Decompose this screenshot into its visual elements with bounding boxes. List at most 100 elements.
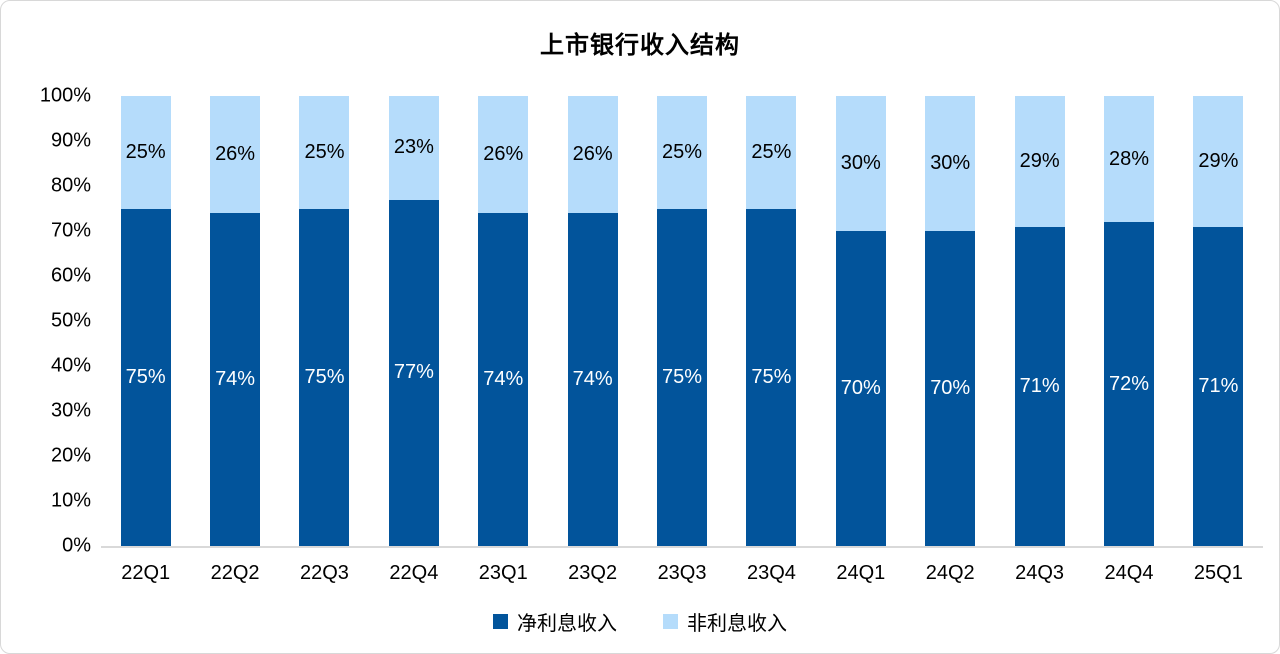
- bar-value-label: 70%: [930, 377, 971, 399]
- stacked-bar: 71% 29%: [1193, 96, 1244, 546]
- stacked-bar: 71% 29%: [1014, 96, 1065, 546]
- y-axis-tick-label: 0%: [62, 534, 91, 557]
- bar-value-label: 26%: [572, 143, 613, 165]
- bar-value-label: 25%: [662, 140, 703, 163]
- x-axis-category-label: 22Q2: [210, 562, 260, 584]
- bar-group: 70% 30%: [816, 96, 905, 546]
- bar-segment: 74%: [210, 213, 261, 546]
- stacked-bar: 77% 23%: [388, 96, 439, 546]
- x-axis-category-label: 24Q3: [1015, 562, 1065, 584]
- stacked-bar: 75% 25%: [657, 96, 708, 546]
- bar-value-label: 28%: [1108, 147, 1149, 170]
- bar-segment: 71%: [1014, 226, 1065, 546]
- bar-group: 74% 26%: [548, 96, 637, 546]
- bar-value-label: 74%: [483, 368, 524, 390]
- bar-group: 75% 25%: [101, 96, 190, 546]
- bar-segment: 30%: [835, 96, 886, 231]
- bar-segment: 74%: [567, 213, 618, 546]
- bar-segment: 75%: [120, 208, 171, 546]
- stacked-bar: 70% 30%: [925, 96, 976, 546]
- bar-segment: 26%: [210, 96, 261, 213]
- bar-segment: 23%: [388, 96, 439, 200]
- bar-value-label: 75%: [662, 365, 703, 388]
- bar-group: 71% 29%: [995, 96, 1084, 546]
- bar-segment: 30%: [925, 96, 976, 231]
- bar-segment: 72%: [1103, 222, 1154, 546]
- bar-value-label: 26%: [215, 143, 256, 165]
- stacked-bar: 74% 26%: [567, 96, 618, 546]
- y-axis-tick-label: 50%: [50, 309, 91, 332]
- legend-item: 净利息收入: [493, 607, 617, 636]
- bar-segment: 28%: [1103, 96, 1154, 222]
- stacked-bar: 72% 28%: [1103, 96, 1154, 546]
- x-axis-category-label: 23Q2: [568, 562, 618, 584]
- bar-value-label: 74%: [572, 368, 613, 390]
- stacked-bar: 74% 26%: [478, 96, 529, 546]
- bar-value-label: 30%: [840, 152, 881, 174]
- bar-group: 74% 26%: [190, 96, 279, 546]
- y-axis-tick-label: 60%: [50, 264, 91, 287]
- bar-group: 75% 25%: [637, 96, 726, 546]
- bar-segment: 29%: [1014, 96, 1065, 227]
- bar-group: 77% 23%: [369, 96, 458, 546]
- legend: 净利息收入 非利息收入: [1, 607, 1279, 636]
- bar-segment: 74%: [478, 213, 529, 546]
- bar-value-label: 75%: [751, 365, 792, 388]
- bar-segment: 25%: [746, 96, 797, 209]
- stacked-bar: 70% 30%: [835, 96, 886, 546]
- bar-group: 71% 29%: [1174, 96, 1263, 546]
- x-axis-category-label: 25Q1: [1193, 562, 1243, 584]
- bar-group: 75% 25%: [727, 96, 816, 546]
- x-axis: 22Q1 22Q2 22Q3 22Q4 23Q1 23Q2 23Q3 23Q4 24Q1 24Q2…: [101, 562, 1263, 585]
- plot-area: 75% 25% 74% 26% 75% 25% 77% 23% 74% 26% 74% 26% 75% 2…: [101, 96, 1263, 548]
- y-axis: 100% 90% 80% 70% 60% 50% 40% 30% 20% 10% 0%: [1, 85, 91, 557]
- legend-item: 非利息收入: [663, 607, 787, 636]
- x-axis-category-label: 24Q1: [836, 562, 886, 584]
- bar-segment: 25%: [120, 96, 171, 209]
- bar-segment: 26%: [567, 96, 618, 213]
- bar-value-label: 71%: [1019, 374, 1060, 397]
- legend-label: 非利息收入: [687, 613, 787, 635]
- bar-value-label: 75%: [125, 365, 166, 388]
- y-axis-tick-label: 30%: [50, 399, 91, 422]
- chart-title: 上市银行收入结构: [540, 32, 740, 59]
- bar-segment: 75%: [299, 208, 350, 546]
- x-axis-category-label: 22Q1: [121, 562, 171, 584]
- bar-segment: 75%: [746, 208, 797, 546]
- bar-group: 72% 28%: [1084, 96, 1173, 546]
- x-axis-category-label: 24Q2: [925, 562, 975, 584]
- bar-value-label: 77%: [393, 361, 434, 384]
- stacked-bar: 74% 26%: [210, 96, 261, 546]
- legend-label: 净利息收入: [517, 613, 617, 635]
- x-axis-category-label: 23Q4: [746, 562, 796, 584]
- bar-value-label: 25%: [304, 140, 345, 163]
- bar-segment: 70%: [925, 231, 976, 546]
- bar-value-label: 25%: [125, 140, 166, 163]
- bar-group: 74% 26%: [459, 96, 548, 546]
- bar-segment: 77%: [388, 199, 439, 546]
- y-axis-tick-label: 100%: [39, 84, 91, 107]
- x-axis-category-label: 24Q4: [1104, 562, 1154, 584]
- y-axis-tick-label: 80%: [50, 174, 91, 197]
- y-axis-tick-label: 90%: [50, 129, 91, 152]
- bar-segment: 26%: [478, 96, 529, 213]
- y-axis-tick-label: 70%: [50, 219, 91, 242]
- bar-value-label: 29%: [1198, 149, 1239, 172]
- bar-value-label: 26%: [483, 143, 524, 165]
- y-axis-tick-label: 10%: [50, 489, 91, 512]
- stacked-bar: 75% 25%: [299, 96, 350, 546]
- bar-value-label: 70%: [840, 377, 881, 399]
- bar-value-label: 25%: [751, 140, 792, 163]
- bar-segment: 70%: [835, 231, 886, 546]
- y-axis-tick-label: 20%: [50, 444, 91, 467]
- bar-value-label: 74%: [215, 368, 256, 390]
- bar-value-label: 75%: [304, 365, 345, 388]
- bar-value-label: 30%: [930, 152, 971, 174]
- legend-swatch-icon: [493, 614, 508, 629]
- bar-group: 70% 30%: [906, 96, 995, 546]
- bar-segment: 75%: [657, 208, 708, 546]
- y-axis-tick-label: 40%: [50, 354, 91, 377]
- bar-segment: 71%: [1193, 226, 1244, 546]
- legend-swatch-icon: [663, 614, 678, 629]
